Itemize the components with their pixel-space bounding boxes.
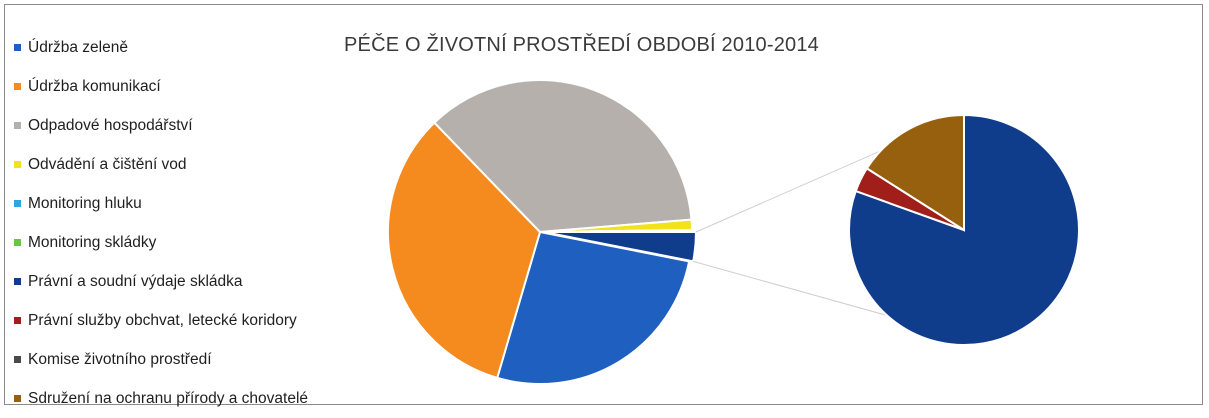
legend-swatch xyxy=(14,317,21,324)
chart-legend: Údržba zeleně Údržba komunikací Odpadové h… xyxy=(14,28,308,418)
legend-item: Údržba komunikací xyxy=(14,67,308,106)
legend-item: Odpadové hospodářství xyxy=(14,106,308,145)
pie-slice xyxy=(539,230,694,233)
legend-label: Právní služby obchvat, letecké koridory xyxy=(28,311,297,329)
legend-swatch xyxy=(14,278,21,285)
pie-slice xyxy=(432,79,693,234)
pie-slice xyxy=(495,230,691,385)
legend-label: Odvádění a čištění vod xyxy=(28,155,187,173)
pie-slice xyxy=(386,121,542,380)
legend-item: Údržba zeleně xyxy=(14,28,308,67)
legend-label: Monitoring skládky xyxy=(28,233,157,251)
legend-swatch xyxy=(14,356,21,363)
legend-label: Právní a soudní výdaje skládka xyxy=(28,272,243,290)
legend-item: Komise životního prostředí xyxy=(14,340,308,379)
legend-label: Údržba zeleně xyxy=(28,38,128,56)
legend-swatch xyxy=(14,200,21,207)
legend-label: Monitoring hluku xyxy=(28,194,142,212)
legend-swatch xyxy=(14,395,21,402)
legend-item: Odvádění a čištění vod xyxy=(14,145,308,184)
legend-item: Monitoring hluku xyxy=(14,184,308,223)
legend-label: Sdružení na ochranu přírody a chovatelé xyxy=(28,389,309,407)
pie-connector-line xyxy=(693,260,915,324)
legend-swatch xyxy=(14,83,21,90)
legend-swatch xyxy=(14,122,21,129)
legend-item: Monitoring skládky xyxy=(14,223,308,262)
legend-item: Právní a soudní výdaje skládka xyxy=(14,262,308,301)
legend-swatch xyxy=(14,161,21,168)
legend-label: Údržba komunikací xyxy=(28,77,161,95)
legend-swatch xyxy=(14,44,21,51)
legend-item: Sdružení na ochranu přírody a chovatelé xyxy=(14,379,308,418)
legend-swatch xyxy=(14,239,21,246)
legend-label: Komise životního prostředí xyxy=(28,350,212,368)
chart-title: PÉČE O ŽIVOTNÍ PROSTŘEDÍ OBDOBÍ 2010-201… xyxy=(344,34,820,56)
secondary-pie-slice xyxy=(865,113,965,232)
legend-label: Odpadové hospodářství xyxy=(28,116,193,134)
legend-item: Právní služby obchvat, letecké koridory xyxy=(14,301,308,340)
